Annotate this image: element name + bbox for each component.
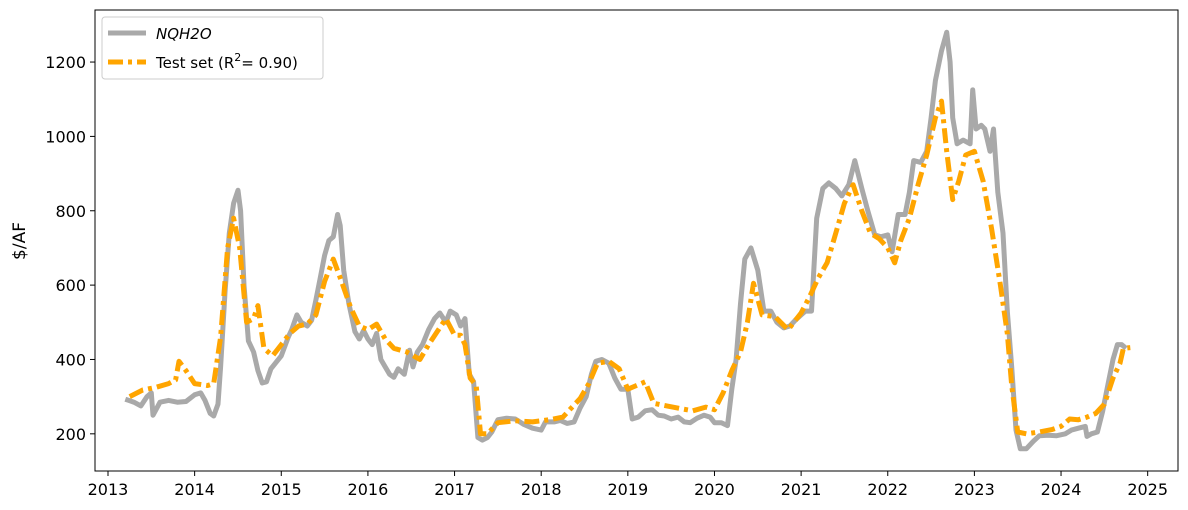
y-tick-label: 400 [55,350,86,369]
legend: NQH2O Test set (R2= 0.90) [101,16,324,80]
x-tick-label: 2018 [521,480,562,499]
x-tick-label: 2014 [174,480,215,499]
legend-label-nqh2o: NQH2O [156,25,212,43]
plot-series [124,29,1131,452]
legend-label-test-set: Test set (R2= 0.90) [155,51,298,72]
x-axis: 2013 2014 2015 2016 2017 2018 2019 2020 2021 2022… [88,471,1168,499]
legend-box [101,16,324,80]
x-tick-label: 2025 [1127,480,1168,499]
y-tick-label: 1000 [45,127,86,146]
x-tick-label: 2023 [954,480,995,499]
legend-label-test-set-tail: = 0.90) [241,54,298,72]
legend-label-test-set-main: Test set (R [155,54,234,72]
y-tick-label: 800 [55,202,86,221]
series-line-test-set [128,98,1131,437]
legend-label-test-set-sup: 2 [234,51,241,64]
x-tick-label: 2013 [88,480,129,499]
x-tick-label: 2017 [434,480,475,499]
y-axis-title: $/AF [10,222,30,260]
x-tick-label: 2020 [694,480,735,499]
y-axis: 200 400 600 800 1000 1200 [45,53,95,444]
y-tick-label: 1200 [45,53,86,72]
x-tick-label: 2024 [1041,480,1082,499]
x-tick-label: 2016 [348,480,389,499]
x-tick-label: 2022 [867,480,908,499]
plot-frame [94,9,1179,472]
x-tick-label: 2015 [261,480,302,499]
x-tick-label: 2021 [781,480,822,499]
y-tick-label: 200 [55,425,86,444]
x-tick-label: 2019 [607,480,648,499]
y-tick-label: 600 [55,276,86,295]
